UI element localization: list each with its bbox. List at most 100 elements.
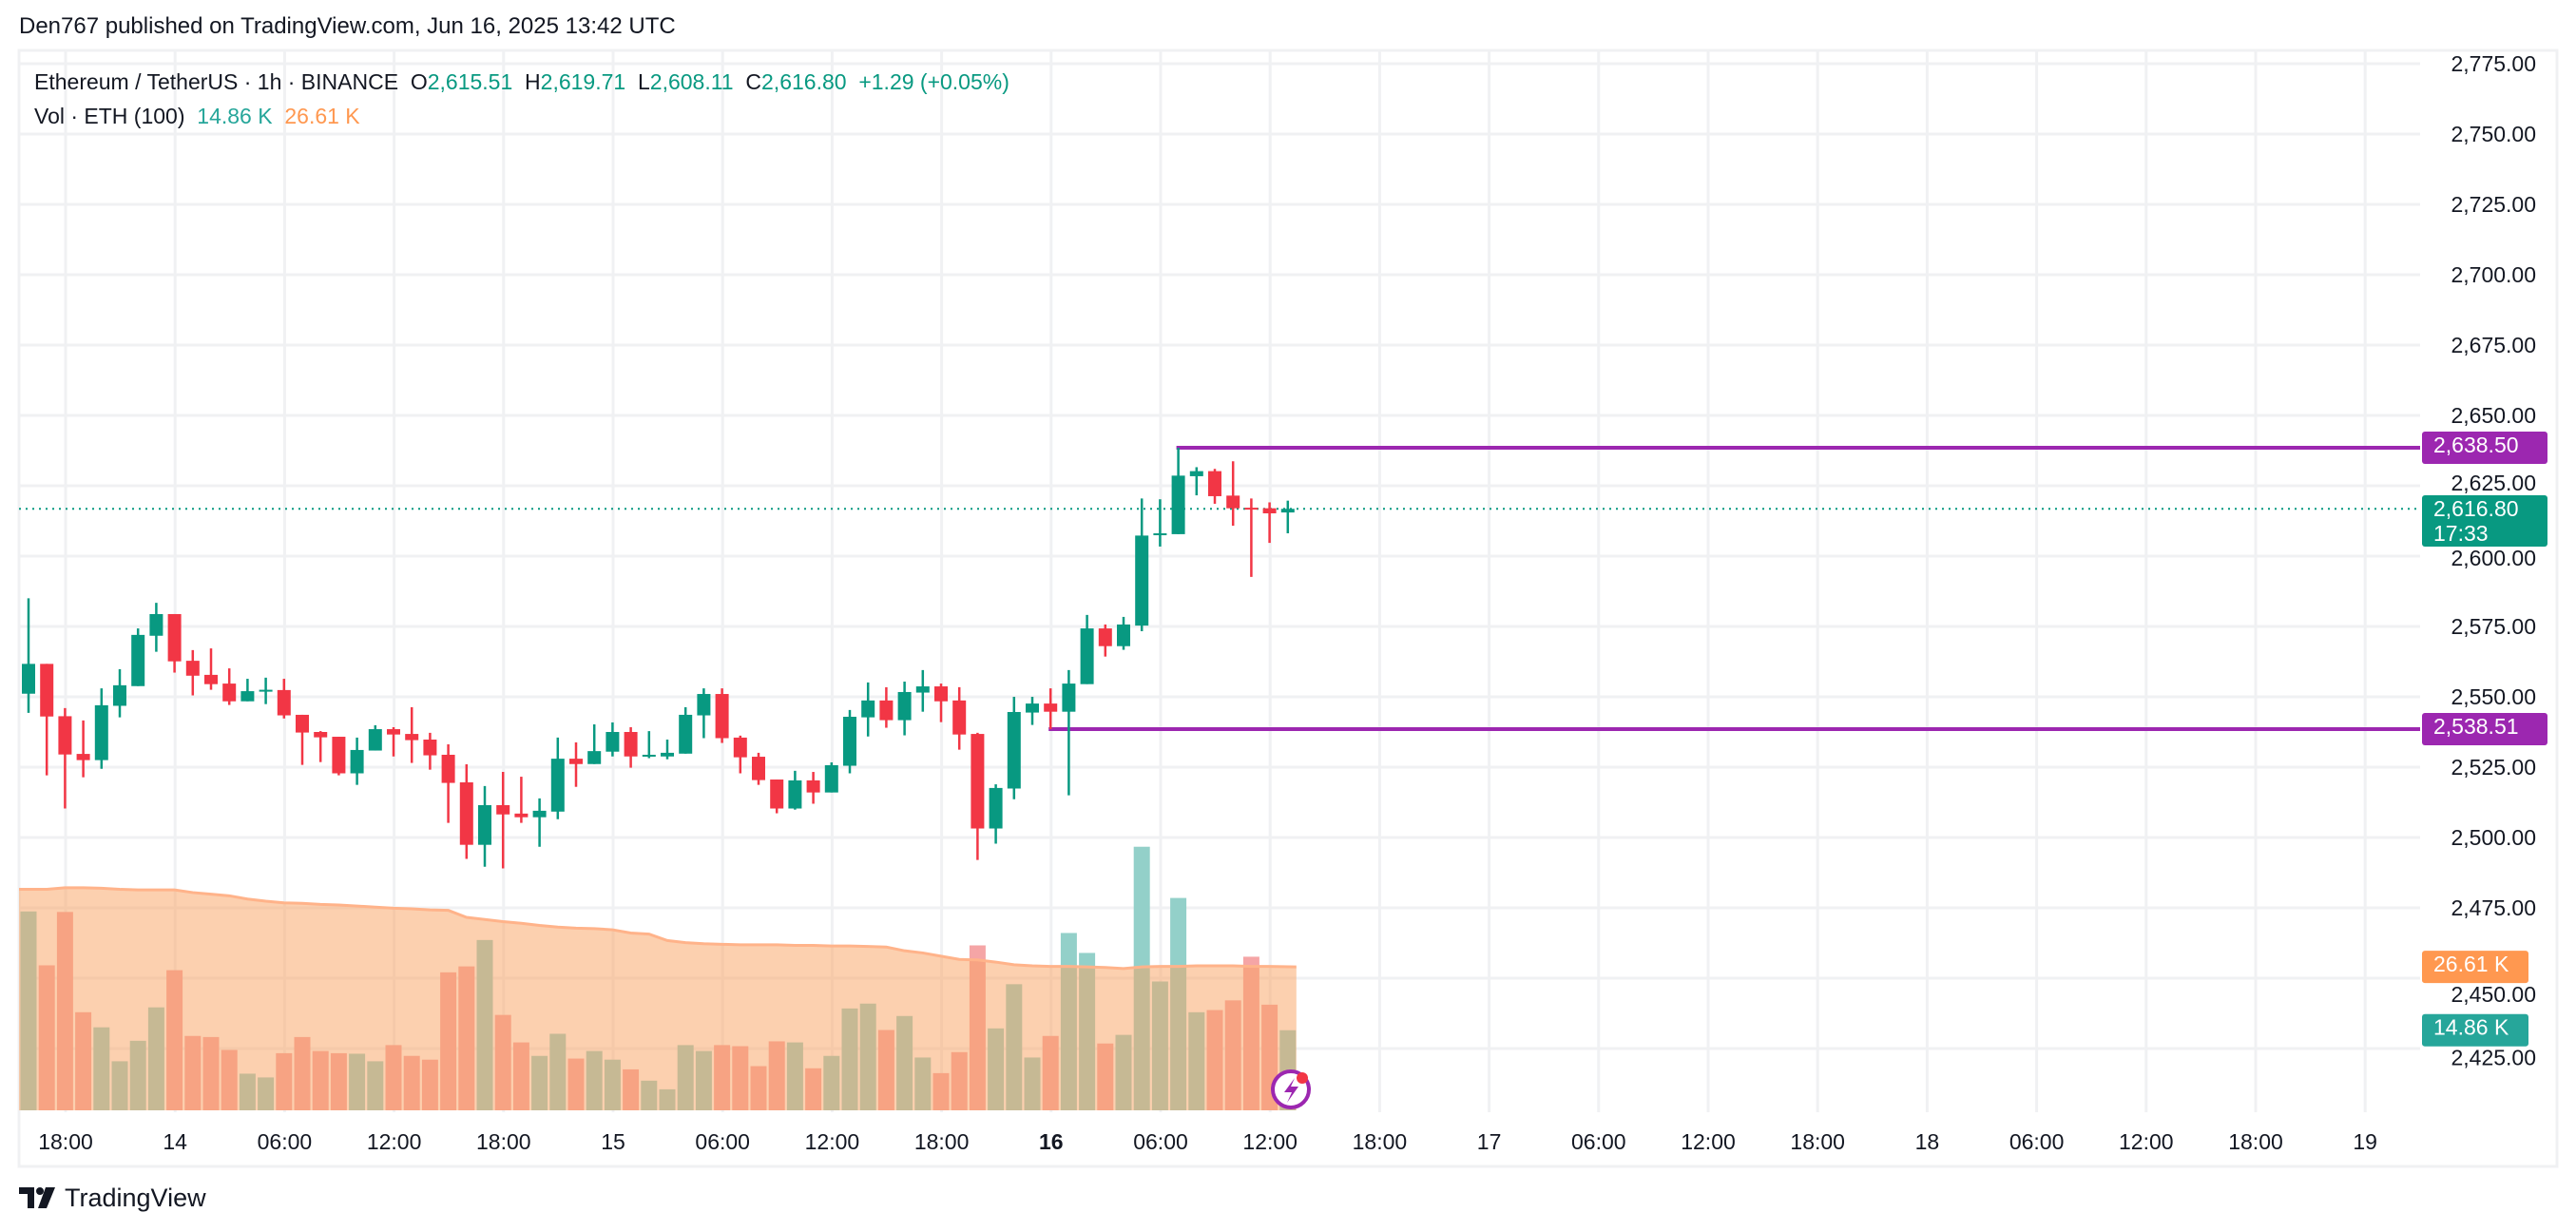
candle-body <box>1262 508 1277 514</box>
candle <box>1189 467 1203 496</box>
candle-body <box>222 683 237 702</box>
tradingview-logo-icon <box>19 1186 55 1208</box>
price-tick-label: 2,700.00 <box>2451 262 2536 287</box>
candle <box>350 737 364 785</box>
price-tick-label: 2,625.00 <box>2451 471 2536 495</box>
time-tick-label: 18:00 <box>38 1129 93 1154</box>
candle <box>113 668 126 718</box>
candle-body <box>661 752 674 757</box>
level-price-label-bg <box>2422 713 2547 746</box>
last-price-label-text: 17:33 <box>2433 521 2489 546</box>
candle-body <box>587 751 602 764</box>
level-price-label-text: 2,538.51 <box>2433 714 2519 739</box>
candle <box>733 735 747 774</box>
time-tick-label: 18:00 <box>476 1129 531 1154</box>
candle-body <box>496 804 510 815</box>
candle <box>915 669 930 712</box>
candle <box>606 722 620 757</box>
candle <box>22 598 35 713</box>
candle-body <box>624 732 638 757</box>
volume-ma-label-text: 26.61 K <box>2433 952 2509 976</box>
candle-body <box>606 732 620 752</box>
candle <box>788 770 802 810</box>
candle <box>770 780 784 814</box>
ohlc-legend-row: Ethereum / TetherUS · 1h · BINANCE O2,61… <box>34 65 1009 99</box>
candle-body <box>40 664 54 717</box>
candle <box>405 706 419 763</box>
candle <box>679 706 693 754</box>
time-tick-label: 12:00 <box>367 1129 422 1154</box>
candle-body <box>167 613 182 662</box>
candle-body <box>131 634 145 686</box>
candle <box>185 649 200 696</box>
candle <box>296 714 309 765</box>
candle <box>1208 469 1221 504</box>
notification-dot <box>1297 1072 1308 1084</box>
candle-body <box>934 686 948 702</box>
candle <box>624 726 638 768</box>
candle <box>387 726 400 757</box>
price-tick-label: 2,600.00 <box>2451 546 2536 570</box>
price-tick-label: 2,550.00 <box>2451 684 2536 709</box>
candle <box>1044 688 1058 730</box>
candle-body <box>550 759 565 812</box>
volume-value: 14.86 K <box>197 104 273 128</box>
candle-body <box>113 684 126 706</box>
candle-body <box>441 754 455 783</box>
candle-body <box>788 780 802 809</box>
candle <box>532 798 547 847</box>
candle <box>1226 461 1240 527</box>
candle-body <box>94 704 108 760</box>
candle <box>550 737 565 819</box>
candle-body <box>1208 471 1221 496</box>
candle <box>1080 614 1094 684</box>
candle <box>989 784 1003 844</box>
time-tick-label: 15 <box>601 1129 625 1154</box>
candle-body <box>843 717 856 766</box>
candle-body <box>1117 624 1130 646</box>
logo-text: TradingView <box>65 1184 206 1212</box>
candle <box>459 764 473 859</box>
time-tick-label: 12:00 <box>1242 1129 1298 1154</box>
candle-body <box>423 739 437 756</box>
candle-body <box>1080 628 1094 684</box>
time-tick-label: 14 <box>163 1129 187 1154</box>
candle-body <box>76 754 90 760</box>
lightning-icon[interactable] <box>1271 1069 1311 1109</box>
volume-last-label: 14.86 K <box>2422 1013 2528 1047</box>
price-tick-label: 2,775.00 <box>2451 51 2536 76</box>
candle-body <box>642 754 656 757</box>
candle-body <box>861 700 875 718</box>
candle <box>222 668 237 705</box>
candle <box>1098 624 1112 657</box>
candle <box>76 720 90 778</box>
symbol-label[interactable]: Ethereum / TetherUS · 1h · BINANCE <box>34 69 399 94</box>
last-price-label-text: 2,616.80 <box>2433 496 2519 521</box>
candle-body <box>679 714 693 754</box>
volume-ma-line <box>19 886 1297 971</box>
time-tick-label: 18:00 <box>1353 1129 1408 1154</box>
candle <box>1117 616 1130 650</box>
candle <box>368 724 382 751</box>
candle-body <box>514 813 529 818</box>
volume-indicator-label[interactable]: Vol · ETH (100) <box>34 104 185 128</box>
candle <box>314 731 328 762</box>
candle <box>496 772 510 869</box>
candle <box>1171 448 1185 534</box>
candle-body <box>733 737 747 758</box>
time-tick-label: 12:00 <box>805 1129 860 1154</box>
candle-body <box>532 810 547 818</box>
chart-legend: Ethereum / TetherUS · 1h · BINANCE O2,61… <box>34 65 1009 133</box>
tradingview-logo[interactable]: TradingView <box>19 1184 206 1213</box>
candle <box>752 752 765 785</box>
candle <box>661 739 674 760</box>
candle <box>824 761 838 793</box>
price-tick-label: 2,725.00 <box>2451 192 2536 217</box>
candle-body <box>569 759 583 764</box>
candle-body <box>277 689 291 716</box>
candle-body <box>715 694 729 739</box>
volume-ma-area <box>19 887 1297 1110</box>
price-tick-label: 2,675.00 <box>2451 333 2536 357</box>
